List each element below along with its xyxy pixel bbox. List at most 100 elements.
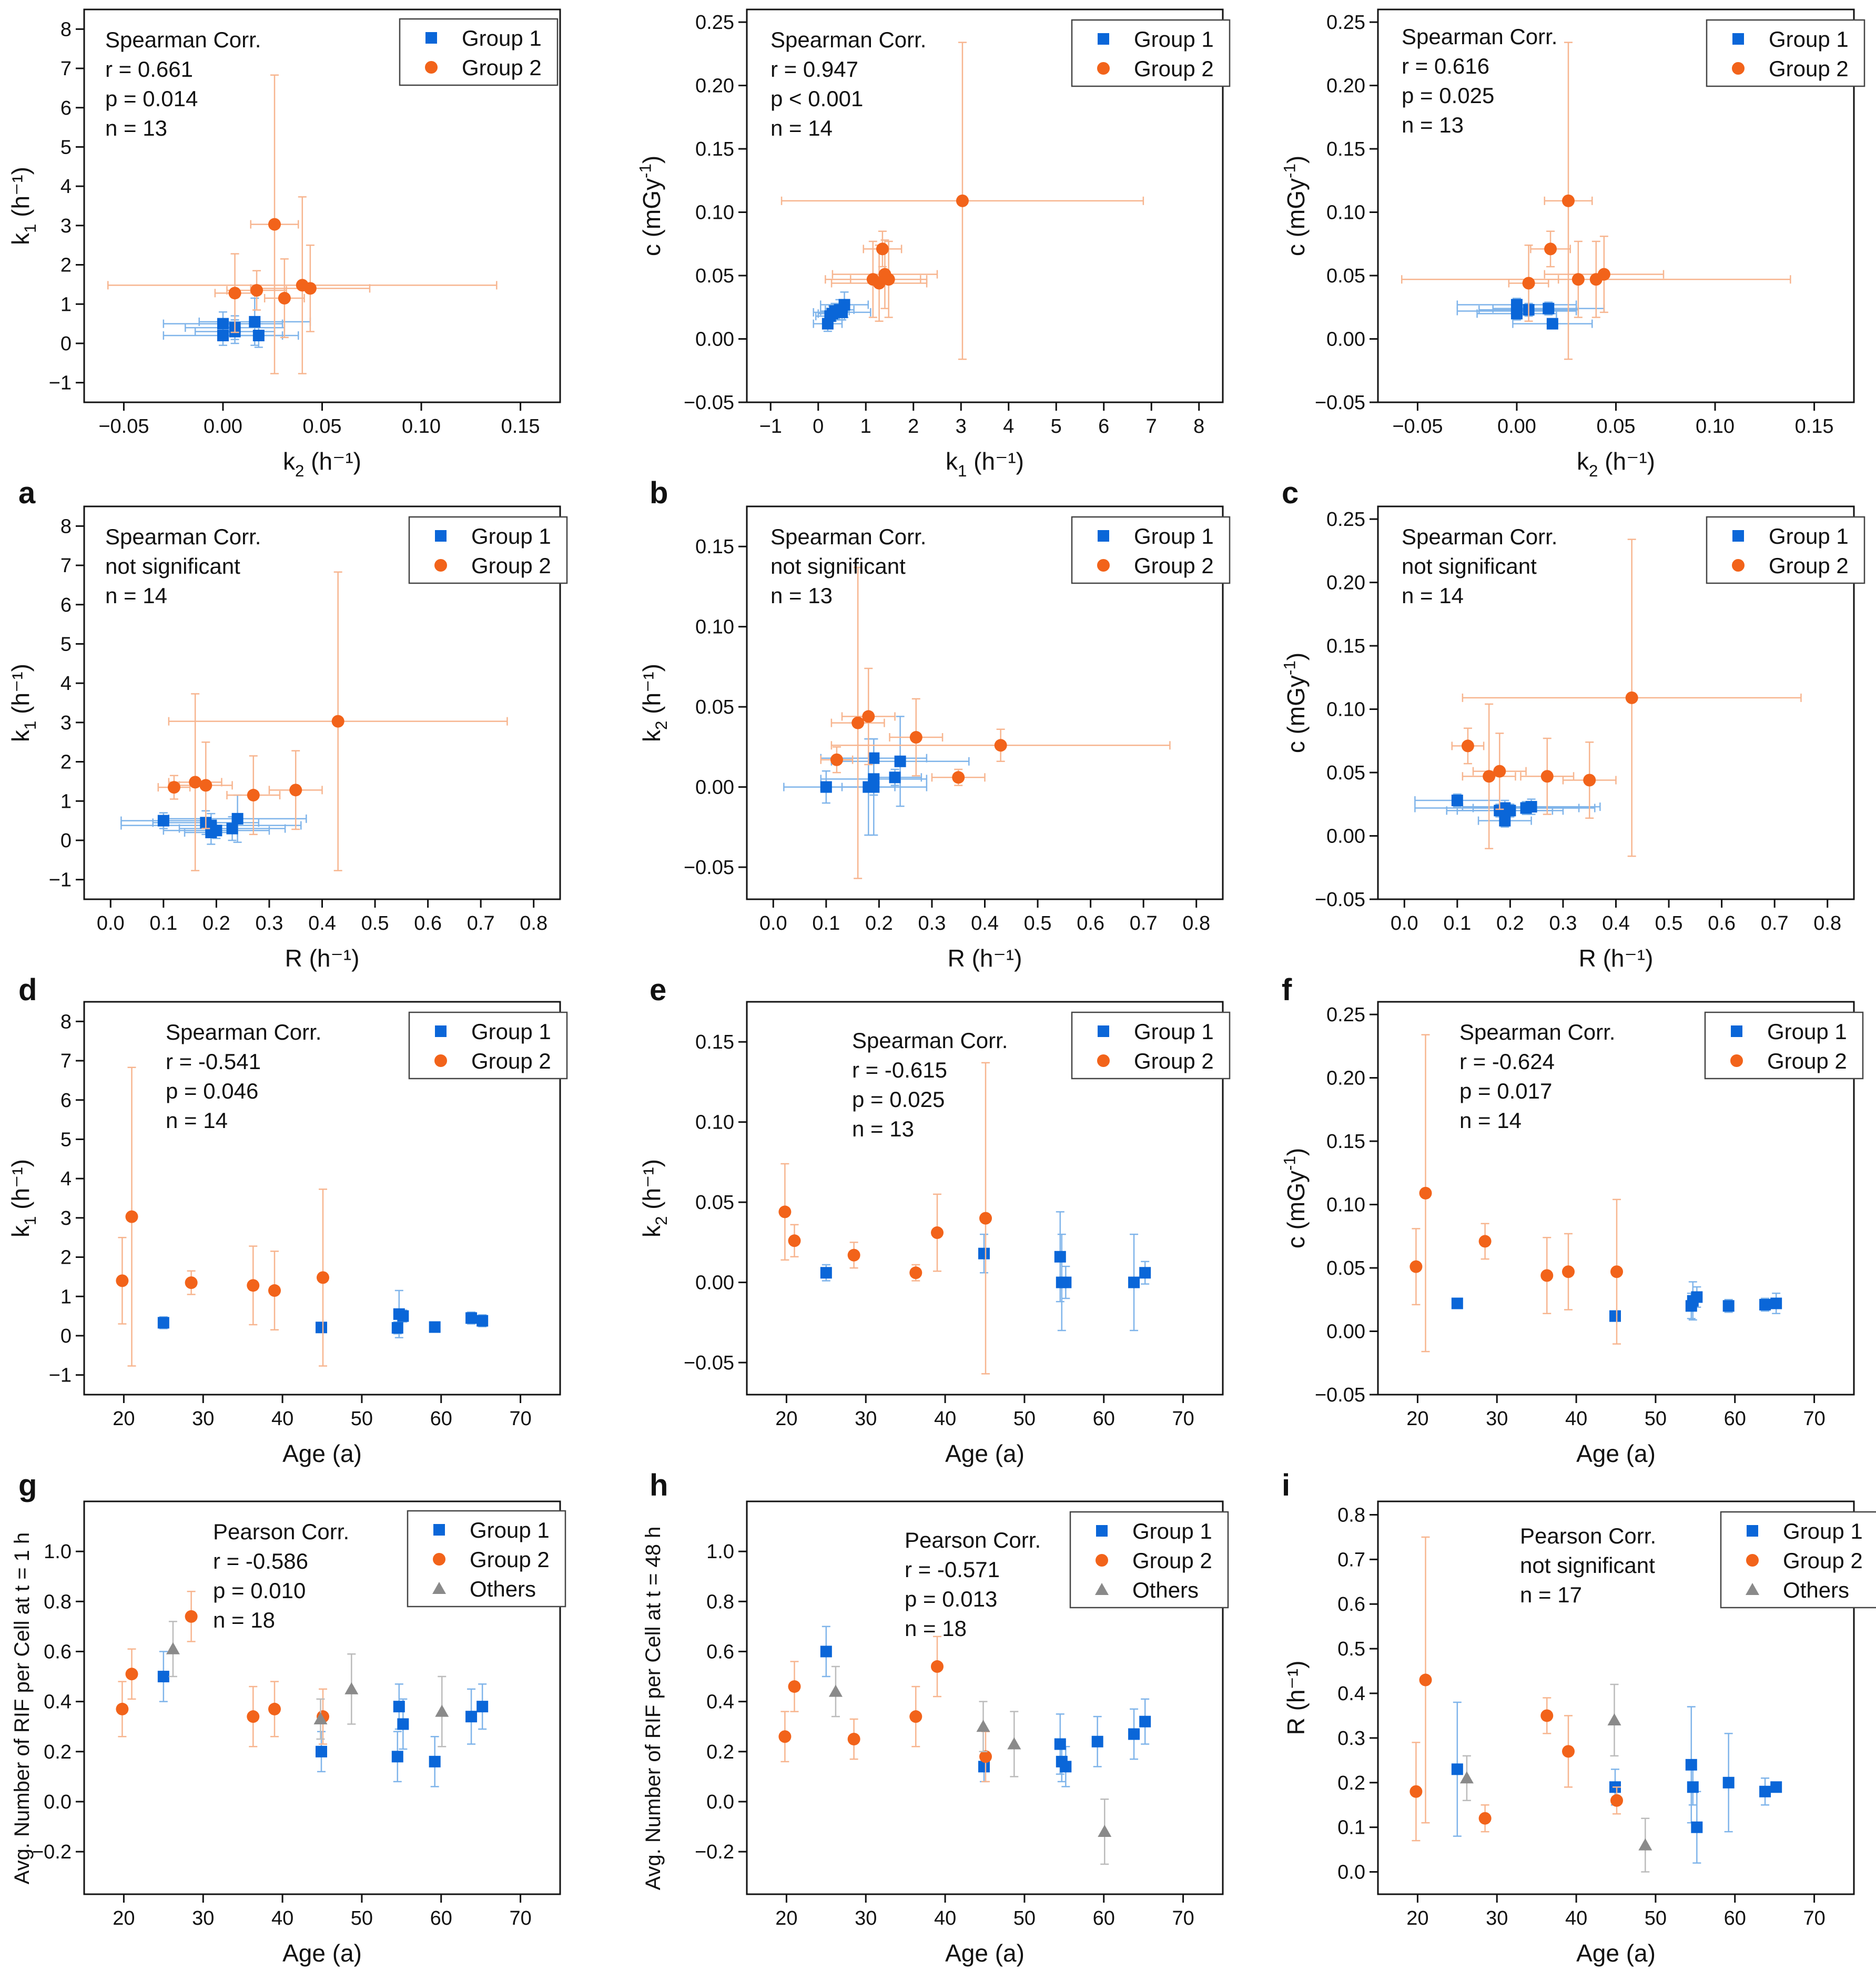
data-point [247, 789, 260, 802]
series-others [1459, 1683, 1652, 1873]
y-tick-label: −1 [49, 372, 72, 394]
data-point [978, 1761, 990, 1773]
y-tick-label: 0.15 [695, 1031, 734, 1053]
x-axis-title-subscript: 2 [1589, 462, 1598, 480]
data-point [1098, 1825, 1112, 1837]
legend-marker [1097, 559, 1110, 572]
data-point [1638, 1838, 1652, 1851]
data-point [847, 1733, 860, 1746]
y-tick-label: −0.05 [1315, 889, 1365, 911]
data-point [1483, 770, 1496, 783]
data-point [228, 287, 241, 300]
stats-line: p < 0.001 [770, 86, 863, 111]
x-tick-label: 30 [192, 1907, 214, 1929]
y-tick-label: 0.15 [695, 138, 734, 160]
data-point [1687, 1781, 1699, 1793]
y-axis-title: c (mGy-1) [1281, 653, 1310, 753]
series-group-2 [780, 42, 1144, 360]
data-point [157, 1671, 169, 1683]
y-tick-label: 0.3 [1337, 1728, 1365, 1750]
data-point [1504, 805, 1516, 817]
stats-line: p = 0.025 [1402, 83, 1494, 108]
legend: Group 1 Group 2 [1071, 516, 1231, 584]
series-group-1 [1414, 793, 1601, 828]
y-axis-title-text: c (mGy [1282, 675, 1310, 753]
data-point [391, 1322, 403, 1334]
x-tick-label: 0.0 [97, 912, 125, 934]
x-tick-label: 0.6 [1708, 912, 1736, 934]
x-tick-label: 0 [813, 415, 824, 438]
y-tick-label: 0.15 [695, 536, 734, 558]
y-axis-title: c (mGy-1) [636, 156, 665, 256]
panel-letter: d [18, 973, 37, 1007]
y-axis-title-subscript: 2 [652, 721, 671, 730]
x-tick-label: 20 [1406, 1408, 1428, 1430]
x-tick-label: 20 [775, 1408, 797, 1430]
legend-marker [1747, 1525, 1758, 1537]
stats-line: p = 0.010 [213, 1578, 306, 1603]
stats-line: n = 13 [770, 583, 833, 608]
legend-label: Group 2 [462, 55, 542, 80]
x-axis-title-text: R [948, 944, 965, 972]
legend-marker [1097, 1054, 1110, 1067]
data-point [1543, 302, 1555, 314]
data-point [317, 1271, 330, 1284]
x-axis-title-text: Age (a) [945, 1939, 1025, 1967]
series-group-1 [1451, 1701, 1782, 1864]
y-tick-label: 0.2 [706, 1741, 734, 1763]
y-axis-title-text: c (mGy [1282, 178, 1310, 256]
data-point [828, 1684, 843, 1697]
data-point [217, 330, 229, 342]
x-tick-label: 40 [271, 1408, 293, 1430]
y-tick-label: 0.15 [1326, 635, 1365, 657]
legend-label: Group 1 [471, 524, 551, 548]
series-others [166, 1621, 449, 1748]
x-tick-label: 0.2 [202, 912, 230, 934]
x-axis-title: R (h⁻¹) [1579, 944, 1654, 972]
y-tick-label: 0.2 [44, 1741, 72, 1763]
y-tick-label: 0.0 [706, 1791, 734, 1813]
y-tick-label: 1.0 [44, 1541, 72, 1563]
legend-label: Others [470, 1577, 536, 1601]
x-axis-title: k2 (h⁻¹) [1577, 448, 1655, 480]
stats-line: p = 0.014 [105, 86, 198, 111]
x-tick-label: 1 [860, 415, 871, 438]
data-point [894, 755, 906, 767]
y-axis-title: R (h⁻¹) [1282, 1661, 1310, 1735]
data-point [435, 1704, 449, 1717]
legend-marker [433, 1553, 445, 1566]
data-point [1510, 308, 1523, 320]
data-point [909, 731, 922, 744]
data-point [976, 1720, 990, 1732]
y-axis-title: k2 (h⁻¹) [638, 664, 671, 742]
legend-marker [1730, 1054, 1743, 1067]
y-axis-title-unit: (h⁻¹) [7, 1159, 34, 1216]
y-tick-label: 0.0 [1337, 1862, 1365, 1884]
data-point [838, 299, 850, 311]
x-tick-label: −0.05 [1392, 415, 1443, 438]
plot-frame [83, 1500, 561, 1895]
x-tick-label: 40 [934, 1408, 956, 1430]
y-tick-label: 0.20 [1326, 572, 1365, 594]
y-tick-label: 0.00 [1326, 826, 1365, 848]
y-axis-title-text: Avg. Number of RIF per Cell at t = 48 h [642, 1527, 665, 1891]
y-axis-title: k1 (h⁻¹) [7, 167, 39, 245]
data-point [1625, 691, 1638, 704]
data-point [868, 752, 880, 764]
legend-label: Group 1 [1767, 1019, 1847, 1044]
x-axis-title-text: k [946, 448, 958, 475]
y-axis-title-unit: (h⁻¹) [7, 167, 34, 224]
y-axis-title-superscript: -1 [1281, 661, 1299, 675]
series-group-2 [820, 566, 1171, 879]
plot-frame [746, 8, 1224, 403]
series-group-1 [120, 794, 307, 845]
data-point [125, 1668, 138, 1681]
y-tick-label: 8 [60, 515, 72, 537]
data-point [909, 1710, 922, 1723]
y-tick-label: 0.10 [1326, 202, 1365, 224]
series-group-2 [778, 1062, 992, 1375]
data-point [862, 710, 875, 723]
legend-box [1071, 1011, 1231, 1080]
x-tick-label: 40 [1565, 1907, 1587, 1929]
